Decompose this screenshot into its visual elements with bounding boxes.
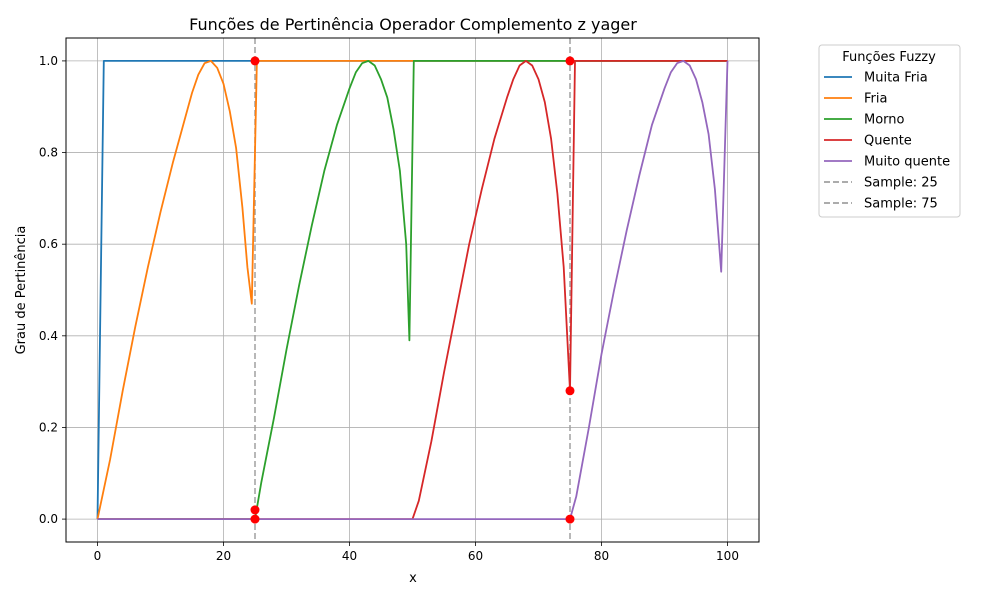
series-line-4	[97, 60, 729, 520]
x-tick-label: 100	[716, 549, 739, 563]
series-lines	[96, 60, 729, 520]
legend-entry-label: Muita Fria	[864, 71, 928, 86]
sample-point	[565, 514, 575, 524]
y-tick-label: 0.8	[39, 146, 58, 160]
y-tick-label: 0.6	[39, 237, 58, 251]
legend-entry-label: Sample: 25	[864, 176, 938, 191]
series-line-3	[97, 60, 728, 520]
legend: Funções Fuzzy Muita FriaFriaMornoQuenteM…	[818, 44, 961, 218]
legend-entry-label: Morno	[864, 113, 905, 128]
y-axis-label: Grau de Pertinência	[14, 226, 29, 355]
x-tick-label: 80	[594, 549, 609, 563]
sample-point	[565, 56, 575, 66]
y-tick-label: 0.2	[39, 420, 58, 434]
y-tick-label: 0.4	[39, 329, 58, 343]
y-tick-label: 1.0	[39, 54, 58, 68]
x-tick-label: 20	[216, 549, 231, 563]
sample-point	[250, 56, 260, 66]
legend-entry-label: Fria	[864, 92, 887, 107]
x-axis-ticks: 0 20 40 60 80 100	[94, 542, 739, 563]
legend-items: Muita Fria Fria Morno Quente Muito quente Sam…	[824, 71, 950, 212]
legend-entry-label: Quente	[864, 134, 912, 149]
x-tick-label: 40	[342, 549, 357, 563]
series-line-1	[96, 60, 728, 520]
y-axis-ticks: 0.0 0.2 0.4 0.6 0.8 1.0	[39, 54, 66, 526]
x-tick-label: 60	[468, 549, 483, 563]
y-tick-label: 0.0	[39, 512, 58, 526]
plot-area	[65, 37, 760, 543]
x-tick-label: 0	[94, 549, 102, 563]
legend-entry-label: Sample: 75	[864, 197, 938, 212]
chart-title: Funções de Pertinência Operador Compleme…	[189, 15, 637, 34]
series-line-2	[97, 60, 728, 520]
legend-title: Funções Fuzzy	[842, 50, 936, 65]
sample-point	[250, 505, 260, 515]
sample-point	[565, 386, 575, 396]
x-axis-label: x	[409, 571, 417, 586]
legend-entry-label: Muito quente	[864, 155, 950, 170]
sample-markers	[250, 56, 575, 524]
sample-point	[250, 514, 260, 524]
legend-box	[818, 44, 961, 218]
